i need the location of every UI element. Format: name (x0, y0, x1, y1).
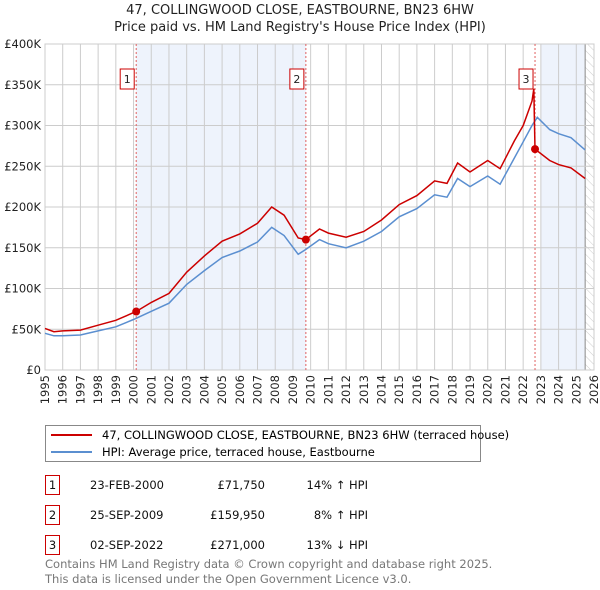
x-tick-label: 2002 (162, 375, 176, 404)
x-tick-label: 1998 (91, 375, 105, 404)
x-tick-label: 2014 (374, 375, 388, 404)
x-tick-label: 1995 (38, 375, 52, 404)
chart-subtitle: Price paid vs. HM Land Registry's House … (114, 20, 486, 35)
x-tick-label: 2019 (463, 375, 477, 404)
x-tick-label: 2010 (304, 375, 318, 404)
sale-label-box (119, 68, 135, 90)
transaction-price: £271,000 (210, 538, 265, 552)
x-tick-label: 2020 (481, 375, 495, 404)
transaction-number: 2 (45, 505, 60, 525)
x-tick-label: 2001 (144, 375, 158, 404)
hpi-series-line (44, 116, 586, 337)
y-tick-label: £250K (4, 159, 41, 173)
y-tick-label: £150K (4, 241, 41, 255)
transaction-price: £159,950 (210, 508, 265, 522)
x-tick-label: 2026 (587, 375, 600, 404)
x-tick-label: 1997 (73, 375, 87, 404)
transaction-date: 25-SEP-2009 (90, 508, 164, 522)
sale-label-box (518, 68, 534, 90)
sale-point (531, 145, 540, 154)
transaction-number: 1 (45, 475, 60, 495)
legend-item-hpi: HPI: Average price, terraced house, East… (51, 444, 375, 460)
sale-point (301, 235, 310, 244)
x-tick-label: 2024 (552, 375, 566, 404)
footer-licence: This data is licensed under the Open Gov… (45, 572, 412, 586)
legend-swatch-property (51, 434, 92, 436)
x-tick-label: 2022 (516, 375, 530, 404)
x-tick-label: 2021 (498, 375, 512, 404)
y-tick-label: £50K (12, 322, 42, 336)
x-tick-label: 2000 (127, 375, 141, 404)
y-tick-label: £400K (4, 37, 41, 51)
sale-label-box (289, 68, 305, 90)
sale-label: 1 (124, 73, 131, 86)
property-series-line (44, 88, 586, 333)
footer-copyright: Contains HM Land Registry data © Crown c… (45, 557, 493, 571)
x-tick-label: 1999 (109, 375, 123, 404)
price-chart: 1995 1996 1997 1998 1999 2000 2001 2002 2003 2004… (4, 37, 600, 404)
y-tick-label: £200K (4, 200, 41, 214)
transaction-row: 3 02-SEP-2022 £271,000 13% ↓ HPI (45, 535, 385, 555)
x-tick-label: 2007 (251, 375, 265, 404)
transaction-row: 2 25-SEP-2009 £159,950 8% ↑ HPI (45, 505, 385, 525)
legend-label-hpi: HPI: Average price, terraced house, East… (102, 445, 375, 459)
x-tick-label: 2017 (428, 375, 442, 404)
legend: 47, COLLINGWOOD CLOSE, EASTBOURNE, BN23 … (45, 425, 509, 462)
plot-border (44, 43, 595, 371)
x-tick-label: 2013 (357, 375, 371, 404)
x-tick-label: 2005 (215, 375, 229, 404)
x-tick-label: 2025 (569, 375, 583, 404)
transaction-date: 02-SEP-2022 (90, 538, 164, 552)
x-tick-label: 2011 (321, 375, 335, 404)
transaction-date: 23-FEB-2000 (90, 478, 164, 492)
x-tick-label: 2015 (392, 375, 406, 404)
y-tick-label: £350K (4, 78, 41, 92)
x-tick-label: 2003 (180, 375, 194, 404)
y-tick-label: £0 (26, 363, 41, 377)
legend-label-property: 47, COLLINGWOOD CLOSE, EASTBOURNE, BN23 … (102, 428, 510, 442)
legend-item-property: 47, COLLINGWOOD CLOSE, EASTBOURNE, BN23 … (51, 427, 509, 443)
x-tick-label: 2008 (268, 375, 282, 404)
x-tick-label: 2012 (339, 375, 353, 404)
y-tick-label: £100K (4, 282, 41, 296)
transaction-price: £71,750 (217, 478, 265, 492)
x-tick-label: 2018 (445, 375, 459, 404)
transaction-number: 3 (45, 535, 60, 555)
chart-title: 47, COLLINGWOOD CLOSE, EASTBOURNE, BN23 … (126, 3, 474, 18)
x-tick-label: 1996 (56, 375, 70, 404)
transaction-row: 1 23-FEB-2000 £71,750 14% ↑ HPI (45, 475, 385, 495)
sale-label: 2 (293, 73, 300, 86)
transaction-hpi-diff: 14% ↑ HPI (306, 478, 368, 492)
sale-point (132, 307, 141, 316)
x-tick-label: 2006 (233, 375, 247, 404)
legend-swatch-hpi (51, 451, 92, 453)
x-tick-label: 2023 (534, 375, 548, 404)
x-tick-label: 2016 (410, 375, 424, 404)
y-tick-label: £300K (4, 119, 41, 133)
transaction-hpi-diff: 8% ↑ HPI (313, 508, 368, 522)
transaction-hpi-diff: 13% ↓ HPI (306, 538, 368, 552)
x-tick-label: 2004 (197, 375, 211, 404)
x-tick-label: 2009 (286, 375, 300, 404)
sale-label: 3 (523, 73, 530, 86)
